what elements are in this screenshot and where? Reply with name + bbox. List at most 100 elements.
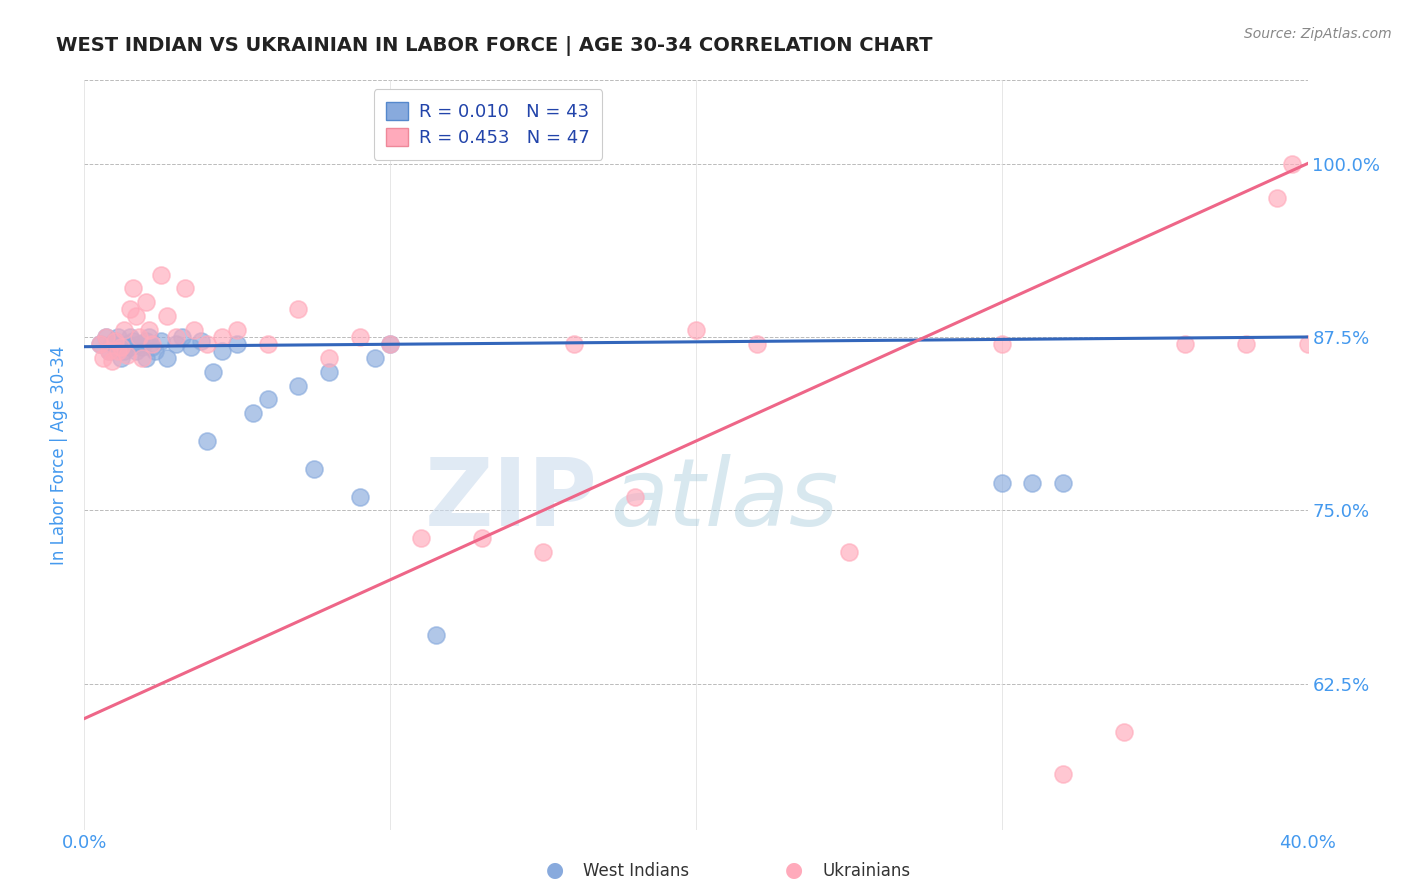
Point bbox=[135, 334, 157, 348]
Point bbox=[211, 343, 233, 358]
Point bbox=[1296, 337, 1319, 351]
Point bbox=[562, 337, 585, 351]
Point bbox=[380, 337, 402, 351]
Point bbox=[380, 337, 402, 351]
Point bbox=[287, 378, 309, 392]
Point bbox=[91, 351, 114, 365]
Point bbox=[302, 462, 325, 476]
Point bbox=[104, 334, 127, 348]
Point bbox=[97, 343, 120, 358]
Point bbox=[143, 343, 166, 358]
Point bbox=[174, 281, 197, 295]
Point bbox=[1265, 191, 1288, 205]
Point bbox=[180, 340, 202, 354]
Point bbox=[141, 340, 163, 354]
Point bbox=[107, 330, 129, 344]
Point bbox=[135, 351, 157, 365]
Point bbox=[165, 330, 187, 344]
Y-axis label: In Labor Force | Age 30-34: In Labor Force | Age 30-34 bbox=[51, 345, 69, 565]
Point bbox=[211, 330, 233, 344]
Point bbox=[201, 365, 224, 379]
Point bbox=[120, 302, 142, 317]
Point bbox=[991, 475, 1014, 490]
Point bbox=[349, 490, 371, 504]
Point bbox=[349, 330, 371, 344]
Point bbox=[226, 323, 249, 337]
Point bbox=[115, 348, 138, 362]
Point bbox=[1236, 337, 1258, 351]
Point bbox=[471, 531, 494, 545]
Point bbox=[318, 365, 340, 379]
Text: ●: ● bbox=[786, 861, 803, 880]
Point bbox=[141, 337, 163, 351]
Point bbox=[97, 343, 120, 358]
Text: WEST INDIAN VS UKRAINIAN IN LABOR FORCE | AGE 30-34 CORRELATION CHART: WEST INDIAN VS UKRAINIAN IN LABOR FORCE … bbox=[56, 36, 932, 55]
Point bbox=[257, 392, 280, 407]
Text: ZIP: ZIP bbox=[425, 454, 598, 546]
Point bbox=[104, 334, 127, 348]
Point bbox=[110, 351, 132, 365]
Text: ●: ● bbox=[547, 861, 564, 880]
Point bbox=[172, 330, 194, 344]
Point bbox=[122, 281, 145, 295]
Point bbox=[156, 309, 179, 323]
Point bbox=[110, 340, 132, 354]
Point bbox=[112, 323, 135, 337]
Point bbox=[183, 323, 205, 337]
Point bbox=[131, 340, 153, 354]
Point bbox=[190, 334, 212, 348]
Point bbox=[112, 343, 135, 358]
Point bbox=[838, 545, 860, 559]
Point bbox=[1021, 475, 1043, 490]
Point bbox=[115, 337, 138, 351]
Point bbox=[425, 628, 447, 642]
Text: Ukrainians: Ukrainians bbox=[823, 863, 911, 880]
Point bbox=[991, 337, 1014, 351]
Point bbox=[120, 330, 142, 344]
Point bbox=[149, 268, 172, 282]
Point bbox=[107, 343, 129, 358]
Point bbox=[1052, 767, 1074, 781]
Point bbox=[138, 323, 160, 337]
Point bbox=[364, 351, 387, 365]
Point bbox=[101, 353, 124, 368]
Text: Source: ZipAtlas.com: Source: ZipAtlas.com bbox=[1244, 27, 1392, 41]
Point bbox=[531, 545, 554, 559]
Point bbox=[94, 330, 117, 344]
Point bbox=[94, 330, 117, 344]
Point bbox=[128, 330, 150, 344]
Point bbox=[318, 351, 340, 365]
Point bbox=[624, 490, 647, 504]
Point bbox=[226, 337, 249, 351]
Point bbox=[128, 337, 150, 351]
Point bbox=[138, 330, 160, 344]
Point bbox=[195, 337, 218, 351]
Point bbox=[287, 302, 309, 317]
Point bbox=[120, 340, 142, 354]
Point bbox=[101, 337, 124, 351]
Point bbox=[409, 531, 432, 545]
Point bbox=[1174, 337, 1197, 351]
Point bbox=[747, 337, 769, 351]
Point bbox=[131, 351, 153, 365]
Point bbox=[1114, 725, 1136, 739]
Legend: R = 0.010   N = 43, R = 0.453   N = 47: R = 0.010 N = 43, R = 0.453 N = 47 bbox=[374, 89, 602, 160]
Point bbox=[156, 351, 179, 365]
Point bbox=[257, 337, 280, 351]
Point bbox=[685, 323, 707, 337]
Point bbox=[122, 334, 145, 348]
Point bbox=[1052, 475, 1074, 490]
Point bbox=[104, 340, 127, 354]
Point bbox=[125, 309, 148, 323]
Point bbox=[242, 406, 264, 420]
Point bbox=[149, 334, 172, 348]
Point bbox=[135, 295, 157, 310]
Point bbox=[165, 337, 187, 351]
Point bbox=[195, 434, 218, 448]
Text: atlas: atlas bbox=[610, 454, 838, 545]
Text: West Indians: West Indians bbox=[583, 863, 689, 880]
Point bbox=[89, 337, 111, 351]
Point bbox=[125, 343, 148, 358]
Point bbox=[89, 337, 111, 351]
Point bbox=[1281, 156, 1303, 170]
